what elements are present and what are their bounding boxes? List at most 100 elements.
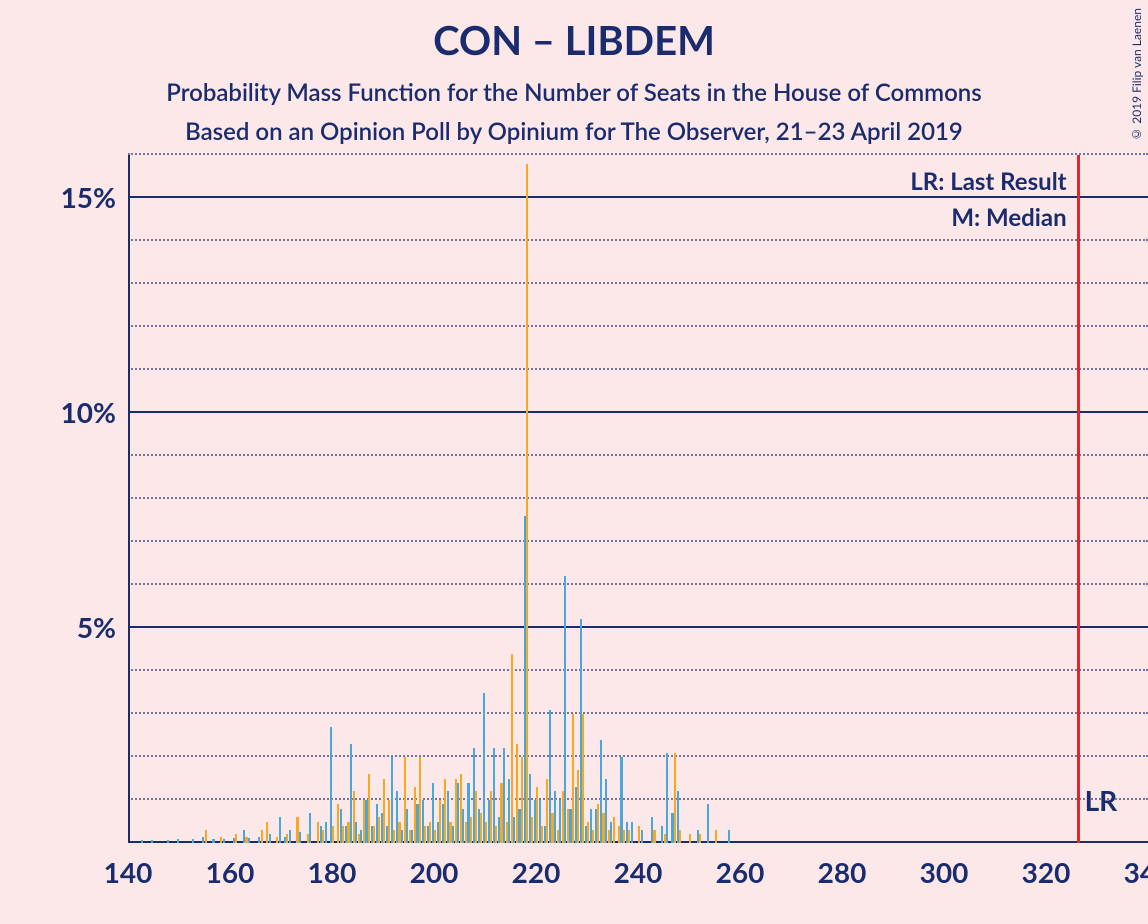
bar xyxy=(299,832,301,843)
x-tick-label: 300 xyxy=(920,855,969,889)
legend-last-result: LR: Last Result xyxy=(910,167,1066,196)
bar xyxy=(699,834,701,843)
chart-subtitle-1: Probability Mass Function for the Number… xyxy=(0,78,1148,107)
bar xyxy=(342,826,344,843)
bar xyxy=(613,817,615,843)
gridline-minor xyxy=(128,583,1148,585)
gridline-minor xyxy=(128,712,1148,714)
x-tick-label: 260 xyxy=(716,855,765,889)
bar xyxy=(465,822,467,844)
bar xyxy=(628,830,630,843)
bar xyxy=(475,791,477,843)
bar xyxy=(551,813,553,843)
bar xyxy=(192,839,194,843)
bar xyxy=(631,822,633,844)
bar xyxy=(212,839,214,843)
bar xyxy=(220,837,222,843)
bar xyxy=(434,830,436,843)
bar xyxy=(546,779,548,844)
bar xyxy=(444,779,446,844)
bar xyxy=(485,822,487,844)
bar xyxy=(653,830,655,843)
x-tick-label: 240 xyxy=(614,855,663,889)
bar xyxy=(347,822,349,844)
bar xyxy=(689,834,691,843)
x-tick-label: 180 xyxy=(308,855,357,889)
bar xyxy=(480,813,482,843)
bar xyxy=(608,830,610,843)
bar xyxy=(353,791,355,843)
chart-subtitle-2: Based on an Opinion Poll by Opinium for … xyxy=(0,117,1148,146)
y-tick-label: 10% xyxy=(36,395,116,429)
bar xyxy=(562,791,564,843)
chart-title: CON – LIBDEM xyxy=(0,0,1148,64)
bar xyxy=(679,830,681,843)
bar xyxy=(728,830,730,843)
gridline-minor xyxy=(128,368,1148,370)
gridline-minor xyxy=(128,798,1148,800)
x-tick-label: 160 xyxy=(206,855,255,889)
bar xyxy=(248,838,250,843)
bar xyxy=(564,576,566,843)
bar xyxy=(286,834,288,843)
gridline-minor xyxy=(128,497,1148,499)
bar xyxy=(526,164,528,843)
y-tick-label: 5% xyxy=(36,610,116,644)
bar xyxy=(455,779,457,844)
bar xyxy=(516,744,518,843)
bar xyxy=(490,791,492,843)
bar xyxy=(309,813,311,843)
bar xyxy=(429,822,431,844)
bar xyxy=(495,826,497,843)
bar xyxy=(276,837,278,843)
bar xyxy=(587,822,589,844)
x-tick-label: 140 xyxy=(104,855,153,889)
bar xyxy=(470,817,472,843)
gridline-minor xyxy=(128,282,1148,284)
bar xyxy=(332,826,334,843)
last-result-line xyxy=(1077,155,1080,843)
bar xyxy=(235,834,237,843)
bar xyxy=(307,834,309,843)
lr-marker-label: LR xyxy=(1085,783,1118,817)
bar xyxy=(597,804,599,843)
bar xyxy=(167,840,169,843)
bar xyxy=(409,830,411,843)
x-tick-label: 340 xyxy=(1124,855,1148,889)
bar xyxy=(322,830,324,843)
gridline-minor xyxy=(128,540,1148,542)
bar xyxy=(449,822,451,844)
bar xyxy=(572,714,574,843)
x-tick-label: 220 xyxy=(512,855,561,889)
bar xyxy=(388,800,390,843)
bar xyxy=(557,830,559,843)
bar xyxy=(592,830,594,843)
bar xyxy=(337,804,339,843)
bar xyxy=(373,826,375,843)
bar xyxy=(424,826,426,843)
bar xyxy=(325,822,327,844)
bar xyxy=(536,787,538,843)
bar xyxy=(506,822,508,844)
gridline-minor xyxy=(128,669,1148,671)
bar xyxy=(521,757,523,843)
bar xyxy=(602,813,604,843)
bar xyxy=(439,800,441,843)
bar xyxy=(317,822,319,844)
bar xyxy=(269,834,271,843)
bar xyxy=(245,837,247,843)
bar xyxy=(223,839,225,843)
bar xyxy=(577,770,579,843)
gridline-major xyxy=(128,196,1148,198)
bar xyxy=(261,830,263,843)
bar xyxy=(541,826,543,843)
gridline-minor xyxy=(128,454,1148,456)
bar xyxy=(500,783,502,843)
bar xyxy=(707,804,709,843)
bar xyxy=(266,822,268,844)
bar xyxy=(151,840,153,843)
bar xyxy=(404,757,406,843)
bar xyxy=(419,757,421,843)
bar xyxy=(674,753,676,843)
bar xyxy=(358,834,360,843)
